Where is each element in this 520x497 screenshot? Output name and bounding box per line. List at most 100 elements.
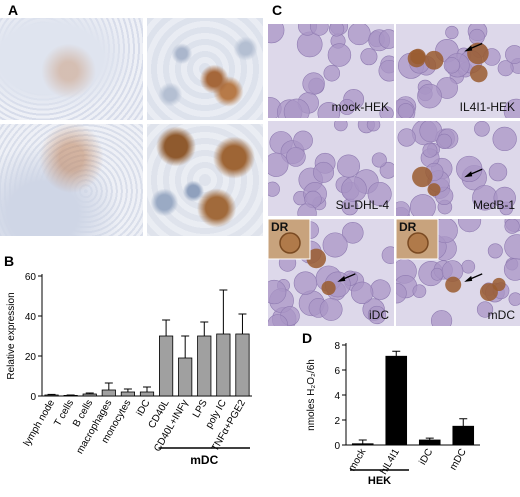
cell-nucleus xyxy=(476,301,494,318)
bar xyxy=(235,333,250,397)
y-tick-label: 8 xyxy=(334,341,340,352)
tile-su-dhl-4: Su-DHL-4 xyxy=(268,121,394,216)
tile-label: IL4I1-HEK xyxy=(459,100,515,114)
panel-label-c: C xyxy=(272,2,283,18)
tile-label: mock-HEK xyxy=(331,100,389,114)
cell-nucleus xyxy=(378,29,394,49)
inset-cell xyxy=(407,232,429,254)
panel-label-a: A xyxy=(8,2,19,18)
cell-nucleus xyxy=(417,83,442,109)
y-tick-label: 6 xyxy=(334,366,340,377)
cell-nucleus xyxy=(397,103,414,118)
cell-nucleus xyxy=(268,152,289,177)
x-tick-label: LPS xyxy=(191,398,210,420)
cell-nucleus xyxy=(268,279,287,305)
arrow-head xyxy=(464,275,473,282)
micrograph-texture xyxy=(396,121,520,216)
tile-label: Su-DHL-4 xyxy=(335,198,389,212)
cell-nucleus xyxy=(370,279,391,300)
cell-nucleus xyxy=(293,130,313,151)
bar xyxy=(120,391,135,397)
cell-nucleus xyxy=(487,243,503,259)
cell-nucleus xyxy=(283,98,310,118)
micrograph-texture xyxy=(268,219,394,326)
cell-nucleus xyxy=(469,28,485,45)
cell-nucleus xyxy=(409,194,436,216)
micrograph-texture xyxy=(396,219,520,326)
cell-nucleus xyxy=(443,57,461,74)
cell-nucleus xyxy=(367,181,392,206)
bar xyxy=(44,394,59,397)
arrow-head xyxy=(464,45,473,52)
cell-nucleus xyxy=(503,98,520,118)
cell-nucleus xyxy=(422,142,438,158)
inset-cell xyxy=(279,232,301,254)
group-label: HEK xyxy=(368,475,391,487)
cell-nucleus xyxy=(341,176,367,203)
cell-nucleus xyxy=(378,59,394,82)
chart-d: 0 2 4 6 8 nmoles H₂O₂/6h mock hIL4I1 iDC mDC HEK xyxy=(306,341,480,487)
cell-nucleus xyxy=(268,181,280,197)
micrograph-texture xyxy=(268,121,394,216)
tile-idc: DR iDC xyxy=(268,219,394,326)
stained-cell xyxy=(424,50,444,70)
cell-nucleus xyxy=(268,314,288,326)
stained-cell xyxy=(470,64,488,83)
bar xyxy=(139,391,155,397)
tile-label: mDC xyxy=(487,308,515,322)
bar xyxy=(385,355,408,446)
cell-nucleus xyxy=(492,126,517,152)
cell-nucleus xyxy=(397,128,416,147)
cell-nucleus xyxy=(493,186,516,210)
cell-nucleus xyxy=(322,232,348,258)
y-axis-label: Relative expression xyxy=(6,292,17,379)
cell-nucleus xyxy=(327,43,352,67)
arrow-head xyxy=(337,275,346,282)
cell-nucleus xyxy=(367,305,387,325)
bar xyxy=(452,425,475,446)
cell-nucleus xyxy=(458,219,482,233)
tile-mock-hek: mock-HEK xyxy=(268,24,394,118)
stained-cell xyxy=(445,276,462,293)
tile-tag-dr: DR xyxy=(399,220,417,234)
tile-il4i1-hek: IL4I1-HEK xyxy=(396,24,520,118)
x-tick-label: hIL4I1 xyxy=(378,447,402,477)
stained-cell xyxy=(407,49,426,68)
cell-nucleus xyxy=(339,99,355,115)
y-tick-label: 60 xyxy=(25,272,37,283)
bar xyxy=(178,357,193,397)
cell-nucleus xyxy=(461,259,476,274)
cell-nucleus xyxy=(310,24,329,36)
panel-label-d: D xyxy=(302,330,313,346)
stained-cell xyxy=(492,277,506,292)
cell-nucleus xyxy=(366,121,381,132)
bar xyxy=(82,393,97,397)
x-tick-label: mDC xyxy=(448,447,469,472)
tile-label: MedB-1 xyxy=(472,198,515,212)
cell-nucleus xyxy=(396,201,411,216)
bar xyxy=(418,439,441,446)
micrograph-a-bottom-right xyxy=(147,124,263,236)
cell-nucleus xyxy=(504,219,520,234)
cell-nucleus xyxy=(379,106,394,118)
cell-nucleus xyxy=(333,121,348,132)
cell-nucleus xyxy=(488,162,508,182)
micrograph-a-top-left xyxy=(0,18,143,120)
x-tick-label: iDC xyxy=(135,398,153,418)
arrow-head xyxy=(464,171,473,178)
cell-nucleus xyxy=(317,101,341,118)
panel-label-b: B xyxy=(4,253,15,269)
cell-nucleus xyxy=(319,297,343,321)
cell-nucleus xyxy=(436,133,452,149)
y-tick-label: 0 xyxy=(30,392,36,403)
micrograph-a-top-right xyxy=(147,18,263,120)
bar xyxy=(351,443,374,446)
cell-nucleus xyxy=(297,203,317,216)
cell-nucleus xyxy=(503,258,520,281)
bar xyxy=(101,389,116,397)
x-tick-label: mock xyxy=(347,446,369,473)
tile-tag-dr: DR xyxy=(271,220,289,234)
y-tick-label: 0 xyxy=(334,441,340,452)
cell-nucleus xyxy=(347,24,371,46)
